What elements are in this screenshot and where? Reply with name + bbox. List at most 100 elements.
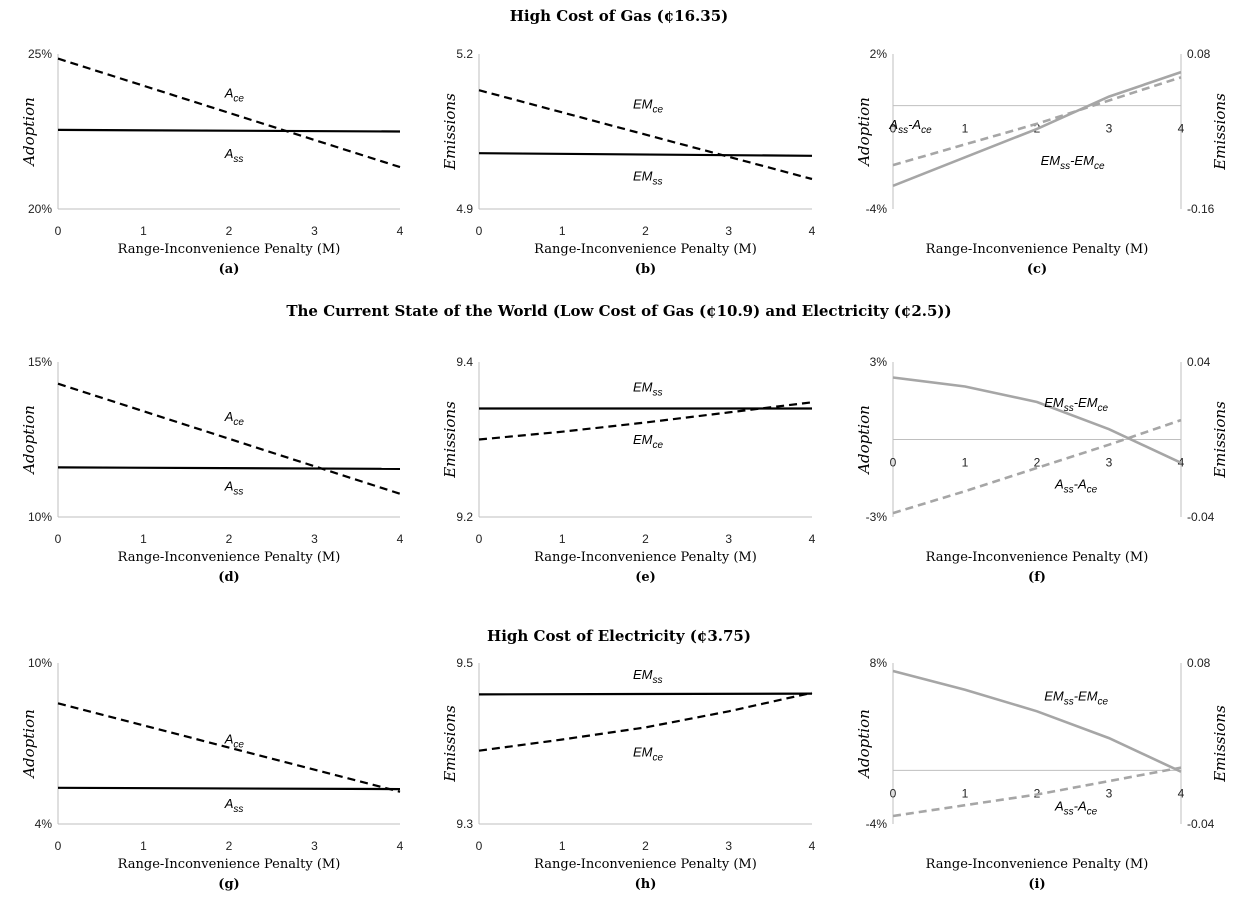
panel-label: (f) (1028, 570, 1046, 585)
y-tick-label: 9.3 (456, 817, 473, 831)
y-tick-label: 9.5 (456, 656, 473, 670)
series-label: EMss (633, 169, 663, 188)
x-tick-label: 0 (476, 532, 483, 546)
series-line-a-ss (57, 128, 401, 133)
series-line-a-ss-a-ce (892, 418, 1182, 515)
y2-tick-label: 0.04 (1187, 355, 1211, 369)
series-line-em-ce (478, 691, 813, 752)
series-label: Ace (224, 732, 245, 751)
x-tick-label: 4 (809, 839, 816, 853)
x-axis-label: Range-Inconvenience Penalty (M) (118, 857, 341, 872)
y2-axis-label: Emissions (1211, 93, 1229, 171)
x-tick-label: 1 (140, 839, 147, 853)
row-title-high-gas: High Cost of Gas (¢16.35) (510, 7, 729, 25)
x-tick-label: 1 (962, 456, 969, 470)
panels: 20% 25% 0 1 2 3 4 Range-Inconvenience Penalty (… (20, 47, 1229, 892)
x-tick-label: 1 (140, 532, 147, 546)
x-axis-label: Range-Inconvenience Penalty (M) (118, 242, 341, 257)
y2-tick-label: -0.16 (1187, 202, 1215, 216)
y-axis-label: Emissions (441, 705, 459, 783)
series-label: Ass (224, 146, 244, 165)
y-tick-label: 4% (35, 817, 53, 831)
x-tick-label: 2 (1034, 456, 1041, 470)
y2-tick-label: 0.08 (1187, 656, 1211, 670)
x-axis-label: Range-Inconvenience Penalty (M) (534, 242, 757, 257)
x-axis-label: Range-Inconvenience Penalty (M) (534, 550, 757, 565)
series-line-em-ce (478, 401, 813, 441)
y-tick-label: 10% (28, 656, 52, 670)
y-tick-label: 25% (28, 47, 52, 61)
series-label: Ass-Ace (888, 117, 932, 136)
x-tick-label: 4 (397, 224, 404, 238)
x-tick-label: 3 (725, 532, 732, 546)
y2-axis-label: Emissions (1211, 705, 1229, 783)
x-tick-label: 4 (1178, 456, 1185, 470)
x-tick-label: 2 (642, 839, 649, 853)
x-tick-label: 0 (476, 224, 483, 238)
series-label: EMce (633, 432, 664, 451)
x-tick-label: 4 (1178, 122, 1185, 136)
x-tick-label: 0 (890, 456, 897, 470)
y-tick-label: -4% (866, 202, 888, 216)
series-line-a-ss-a-ce (892, 766, 1182, 818)
y-axis-label: Emissions (441, 93, 459, 171)
series-line-em-ss-em-ce (892, 376, 1182, 464)
x-tick-label: 3 (311, 532, 318, 546)
series-label: EMss-EMce (1044, 395, 1108, 414)
series-line-a-ss (57, 466, 401, 470)
panel-e: 9.2 9.4 0 1 2 3 4 Range-Inconvenience Penalty (… (441, 355, 816, 585)
panel-f: -3% 3% -0.04 0.04 0 1 2 3 4 Range-Inconvenience P… (855, 355, 1229, 585)
x-axis-label: Range-Inconvenience Penalty (M) (534, 857, 757, 872)
series-line-em-ss-em-ce (892, 669, 1182, 773)
x-tick-label: 4 (809, 532, 816, 546)
x-tick-label: 0 (476, 839, 483, 853)
x-tick-label: 3 (1106, 456, 1113, 470)
x-tick-label: 2 (226, 532, 233, 546)
series-label: EMce (633, 96, 664, 115)
x-tick-label: 1 (962, 122, 969, 136)
y2-tick-label: 0.08 (1187, 47, 1211, 61)
x-tick-label: 3 (311, 839, 318, 853)
y-tick-label: 8% (870, 656, 888, 670)
x-tick-label: 2 (226, 839, 233, 853)
y-tick-label: -3% (866, 510, 888, 524)
series-line-a-ss-a-ce (892, 76, 1182, 167)
panel-label: (i) (1028, 877, 1045, 892)
series-label: EMss (633, 667, 663, 686)
series-line-em-ss (478, 692, 813, 696)
series-label: EMss (633, 379, 663, 398)
x-tick-label: 3 (1106, 122, 1113, 136)
x-tick-label: 0 (890, 122, 897, 136)
series-line-em-ce (478, 89, 813, 181)
series-line-a-ce (57, 57, 401, 169)
x-tick-label: 3 (311, 224, 318, 238)
panel-b: 4.9 5.2 0 1 2 3 4 Range-Inconvenience Penalty (… (441, 47, 816, 277)
panel-label: (c) (1027, 262, 1047, 277)
x-tick-label: 1 (559, 839, 566, 853)
panel-h: 9.3 9.5 0 1 2 3 4 Range-Inconvenience Penalty (… (441, 656, 816, 892)
series-line-a-ce (57, 702, 401, 793)
row-title-current-world: The Current State of the World (Low Cost… (286, 302, 951, 320)
y-tick-label: 5.2 (456, 47, 473, 61)
y2-tick-label: -0.04 (1187, 817, 1215, 831)
panel-d: 10% 15% 0 1 2 3 4 Range-Inconvenience Penalty (… (20, 355, 404, 585)
y-tick-label: -4% (866, 817, 888, 831)
panel-label: (e) (635, 570, 656, 585)
x-axis-label: Range-Inconvenience Penalty (M) (926, 857, 1149, 872)
x-tick-label: 1 (140, 224, 147, 238)
x-tick-label: 0 (55, 532, 62, 546)
series-line-em-ss (478, 152, 813, 157)
x-tick-label: 1 (559, 224, 566, 238)
panel-label: (g) (218, 877, 239, 892)
x-tick-label: 4 (1178, 786, 1185, 800)
series-label: EMss-EMce (1044, 689, 1108, 708)
y2-axis-label: Emissions (1211, 401, 1229, 479)
series-label: Ass-Ace (1054, 477, 1098, 496)
series-label: Ace (224, 85, 245, 104)
panel-label: (d) (218, 570, 239, 585)
x-tick-label: 1 (559, 532, 566, 546)
y-tick-label: 2% (870, 47, 888, 61)
